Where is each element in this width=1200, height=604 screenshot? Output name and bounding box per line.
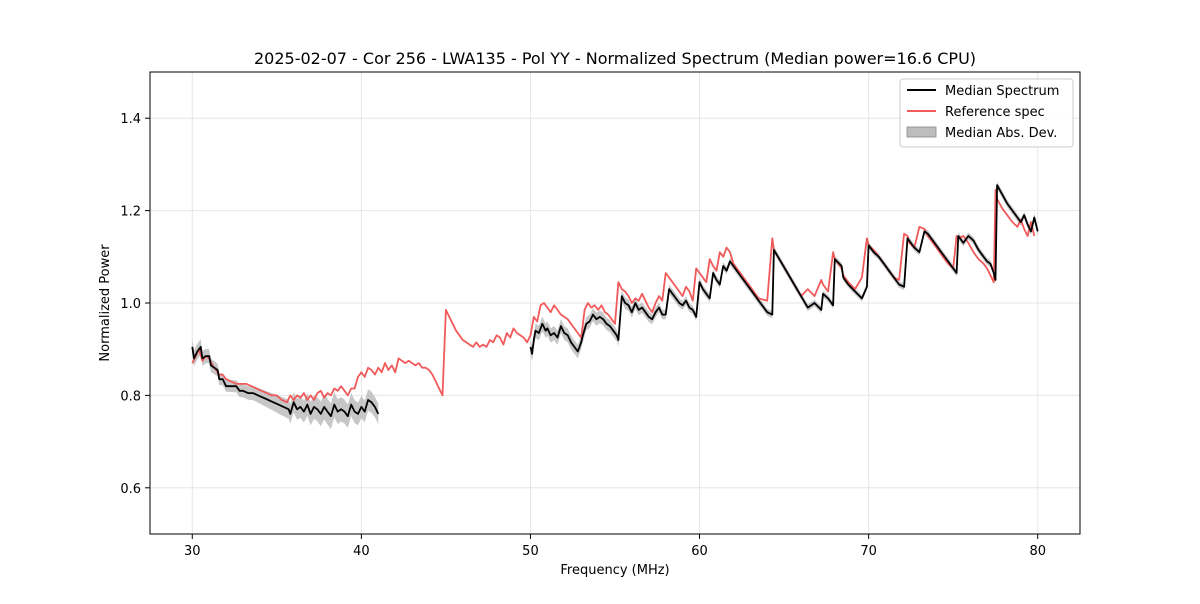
x-tick-label: 30 bbox=[184, 544, 201, 559]
x-tick-label: 70 bbox=[860, 544, 877, 559]
y-tick-label: 1.0 bbox=[120, 297, 141, 312]
y-tick-label: 0.6 bbox=[120, 482, 141, 497]
mad-band-area bbox=[192, 338, 379, 429]
x-tick-label: 80 bbox=[1029, 544, 1046, 559]
x-axis-ticks: 30 40 50 60 70 80 bbox=[184, 534, 1046, 559]
legend-box bbox=[899, 78, 1074, 148]
x-tick-label: 50 bbox=[522, 544, 539, 559]
median-spectrum-line bbox=[529, 184, 1039, 355]
y-tick-label: 1.2 bbox=[120, 205, 141, 220]
legend-label-median-spectrum: Median Spectrum bbox=[945, 84, 1059, 99]
legend-swatch-median-abs-dev bbox=[906, 126, 937, 138]
y-tick-label: 1.4 bbox=[120, 112, 141, 127]
legend-label-reference-spec: Reference spec bbox=[945, 105, 1045, 120]
legend-label-median-abs-dev: Median Abs. Dev. bbox=[945, 126, 1057, 141]
y-tick-label: 0.8 bbox=[120, 389, 141, 404]
x-tick-label: 40 bbox=[353, 544, 370, 559]
x-axis-label: Frequency (MHz) bbox=[560, 563, 669, 578]
chart-title: 2025-02-07 - Cor 256 - LWA135 - Pol YY -… bbox=[254, 49, 976, 68]
x-tick-label: 60 bbox=[691, 544, 708, 559]
series-layer bbox=[191, 184, 1039, 418]
y-axis-ticks: 0.6 0.8 1.0 1.2 1.4 bbox=[120, 112, 150, 497]
legend: Median Spectrum Reference spec Median Ab… bbox=[899, 78, 1074, 148]
median-spectrum-line bbox=[191, 345, 380, 418]
y-axis-label: Normalized Power bbox=[98, 244, 113, 362]
